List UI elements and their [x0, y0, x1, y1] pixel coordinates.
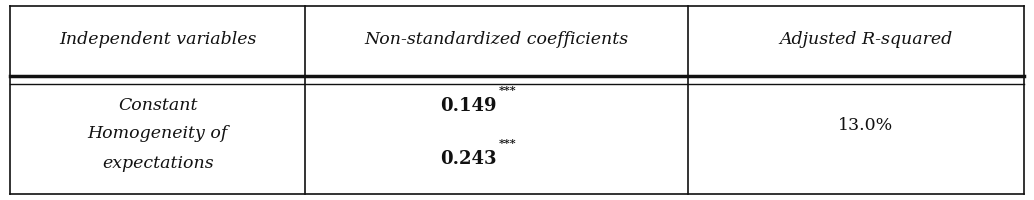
- Text: ***: ***: [498, 85, 516, 96]
- Text: Non-standardized coefficients: Non-standardized coefficients: [364, 31, 629, 48]
- Text: 0.149: 0.149: [439, 97, 496, 115]
- Text: 0.243: 0.243: [439, 150, 496, 168]
- Text: Constant: Constant: [118, 98, 197, 114]
- Text: Adjusted R-squared: Adjusted R-squared: [780, 31, 952, 48]
- Text: expectations: expectations: [102, 154, 213, 171]
- Text: Independent variables: Independent variables: [59, 31, 256, 48]
- Text: ***: ***: [498, 138, 516, 148]
- Text: Homogeneity of: Homogeneity of: [88, 124, 227, 142]
- Text: 13.0%: 13.0%: [839, 117, 893, 134]
